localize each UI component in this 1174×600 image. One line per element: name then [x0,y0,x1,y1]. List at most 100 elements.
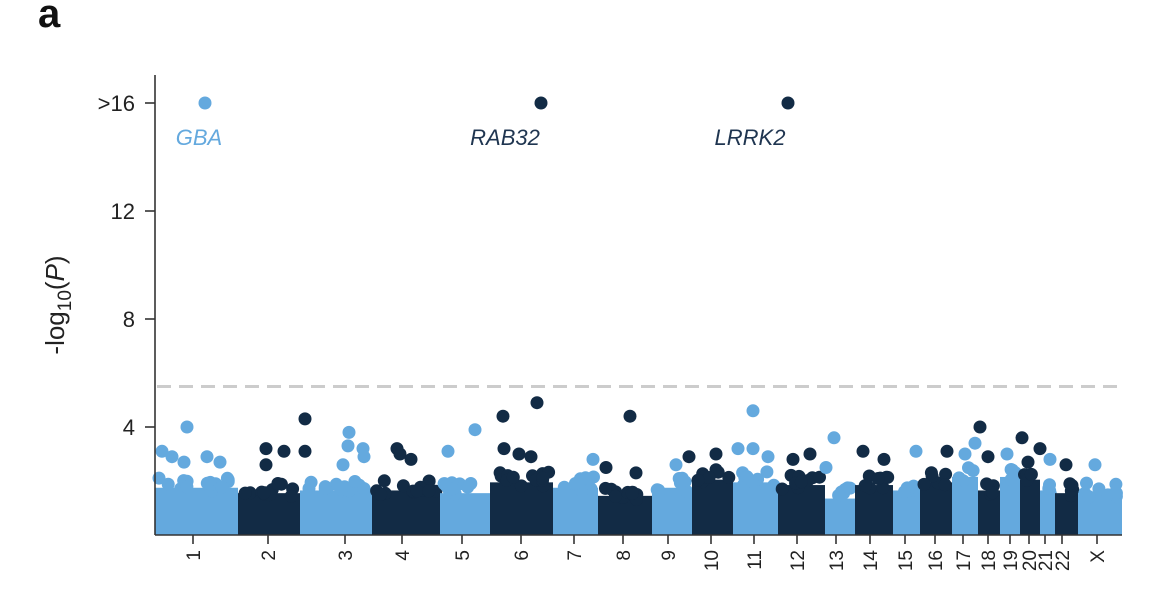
data-point [1043,452,1057,466]
x-tick-label-chr8: 8 [614,550,635,561]
data-point [496,409,510,423]
data-point [877,452,891,466]
chromosome-block-9 [650,471,694,535]
x-tick-label-chr11: 11 [745,550,766,570]
data-point [259,442,273,456]
chromosome-block-18 [978,477,1000,535]
chromosome-block-22 [1055,477,1080,535]
data-point [746,404,760,418]
data-point [819,461,833,474]
data-point [404,452,418,466]
chromosome-block-21 [1040,478,1057,535]
gene-label-gba: GBA [176,125,222,150]
point-RAB32 [534,96,548,110]
chromosome-block-X [1078,476,1123,535]
x-tick-label-chr20: 20 [1020,550,1041,571]
svg-text:-log10(P): -log10(P) [40,255,76,354]
data-point [958,447,972,461]
data-point [803,447,817,461]
point-LRRK2 [781,96,795,110]
data-point [1059,458,1073,472]
data-points [155,96,1102,480]
data-point [629,466,643,480]
chromosome-block-13 [825,481,857,535]
data-point [786,452,800,466]
y-axis-label: -log10(P) [40,255,76,354]
data-point [298,444,312,458]
data-point [213,455,227,469]
chromosome-block-7 [553,470,600,535]
data-point [940,444,954,458]
data-point [468,423,482,437]
data-point [669,458,683,472]
data-point [1033,442,1047,456]
chromosome-block-16 [917,466,953,535]
data-point [1015,431,1029,445]
data-point [177,455,191,469]
chromosome-block-6 [490,465,556,535]
x-tick-label-chr2: 2 [259,550,280,561]
chromosome-block-4 [370,474,443,535]
x-tick-label-chr16: 16 [926,550,947,571]
data-point [259,458,273,472]
chromosome-block-3 [300,475,372,535]
x-tick-label-chr13: 13 [827,550,848,571]
data-point [856,444,870,458]
data-point [336,458,350,472]
chromosome-block-12 [775,468,826,535]
data-point [709,447,723,461]
x-tick-label-chr7: 7 [565,550,586,561]
x-tick-label-chr6: 6 [512,550,533,561]
chromosome-block-15 [893,479,921,535]
x-tick-label-chr12: 12 [788,550,809,571]
data-point [599,461,613,474]
chromosome-block-10 [691,463,736,535]
data-point [277,444,291,458]
x-tick-label-chr19: 19 [1001,550,1022,571]
chromosome-block-14 [855,469,895,535]
chromosome-block-17 [952,461,980,535]
x-tick-label-chrX: X [1088,550,1109,563]
x-tick-label-chr4: 4 [393,550,414,561]
x-tick-label-chr18: 18 [979,550,1000,571]
x-tick-label-chr21: 21 [1036,550,1057,571]
x-tick-label-chr3: 3 [336,550,357,561]
data-point [1021,455,1035,469]
data-point [827,431,841,445]
y-tick-label: >16 [98,91,135,116]
x-tick-label-chr1: 1 [184,550,205,561]
x-tick-label-chr17: 17 [954,550,975,571]
y-tick-label: 12 [111,199,135,224]
data-point [155,444,169,458]
panel-label: a [38,0,61,36]
chromosome-block-20 [1018,467,1040,535]
chromosome-block-1 [152,471,238,535]
data-point [1000,447,1014,461]
point-GBA [198,96,212,110]
gene-annotations: GBA RAB32 LRRK2 [176,125,786,150]
y-tick-label: 8 [123,307,135,332]
data-point [298,412,312,426]
data-point [441,444,455,458]
data-point [623,409,637,423]
data-point [586,452,600,466]
data-point [524,450,538,464]
data-point [512,447,526,461]
data-point [180,420,194,434]
data-point [530,396,544,410]
data-point [200,450,214,464]
y-tick-label: 4 [123,415,135,440]
x-tick-label-chr5: 5 [453,550,474,561]
data-point [357,450,371,464]
data-point [973,420,987,434]
data-point [981,450,995,464]
x-tick-label-chr14: 14 [861,550,882,572]
chromosome-block-11 [733,465,781,535]
chromosome-block-5 [437,476,490,535]
data-point [341,439,355,453]
data-point [393,447,407,461]
data-point [342,425,356,439]
data-point [761,450,775,464]
